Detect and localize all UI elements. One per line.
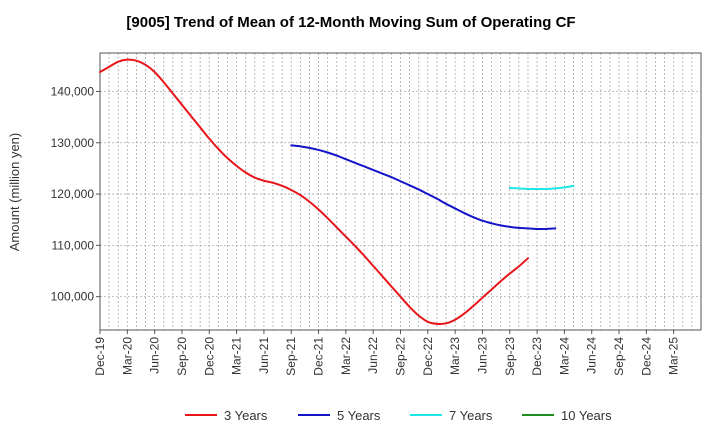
x-tick-label: Dec-20: [202, 337, 216, 376]
x-tick-label: Dec-24: [639, 337, 653, 376]
x-tick-label: Jun-22: [366, 337, 380, 374]
x-tick-label: Sep-20: [175, 337, 189, 376]
y-tick-label: 120,000: [51, 187, 95, 201]
y-axis-label: Amount (million yen): [7, 133, 22, 252]
x-tick-label: Mar-21: [230, 337, 244, 375]
x-tick-label: Dec-21: [312, 337, 326, 376]
series-lines: [99, 58, 575, 325]
x-tick-label: Dec-23: [530, 337, 544, 376]
series-line-5-years: [290, 144, 557, 231]
x-tick-label: Jun-21: [257, 337, 271, 374]
y-tick-label: 140,000: [51, 84, 95, 98]
legend: 3 Years 5 Years 7 Years 10 Years: [185, 408, 612, 423]
legend-label: 5 Years: [337, 408, 381, 423]
x-tick-label: Sep-23: [503, 337, 517, 376]
legend-label: 7 Years: [449, 408, 493, 423]
x-tick-label: Mar-22: [339, 337, 353, 375]
x-tick-label: Jun-20: [148, 337, 162, 374]
series-line-3-years: [99, 58, 529, 325]
legend-label: 10 Years: [561, 408, 612, 423]
x-tick-label: Sep-24: [612, 337, 626, 376]
x-tick-label: Dec-22: [421, 337, 435, 376]
x-tick-label: Mar-25: [667, 337, 681, 375]
x-tick-label: Dec-19: [93, 337, 107, 376]
x-axis-ticks: Dec-19 Mar-20 Jun-20 Sep-20 Dec-20 Mar-21 Jun-…: [93, 330, 681, 376]
x-tick-label: Mar-20: [120, 337, 134, 375]
x-tick-label: Jun-23: [475, 337, 489, 374]
y-tick-label: 130,000: [51, 136, 95, 150]
x-tick-label: Jun-24: [585, 337, 599, 374]
legend-label: 3 Years: [224, 408, 268, 423]
x-tick-label: Sep-21: [284, 337, 298, 376]
y-tick-label: 110,000: [52, 238, 95, 252]
chart-title: [9005] Trend of Mean of 12-Month Moving …: [126, 14, 575, 31]
x-tick-label: Mar-24: [557, 337, 571, 375]
grid: [100, 53, 701, 330]
series-line-7-years: [508, 184, 575, 190]
y-tick-label: 100,000: [51, 290, 95, 304]
x-tick-label: Mar-23: [448, 337, 462, 375]
x-tick-label: Sep-22: [394, 337, 408, 376]
y-axis-ticks: 100,000 110,000 120,000 130,000 140,000: [51, 84, 100, 304]
